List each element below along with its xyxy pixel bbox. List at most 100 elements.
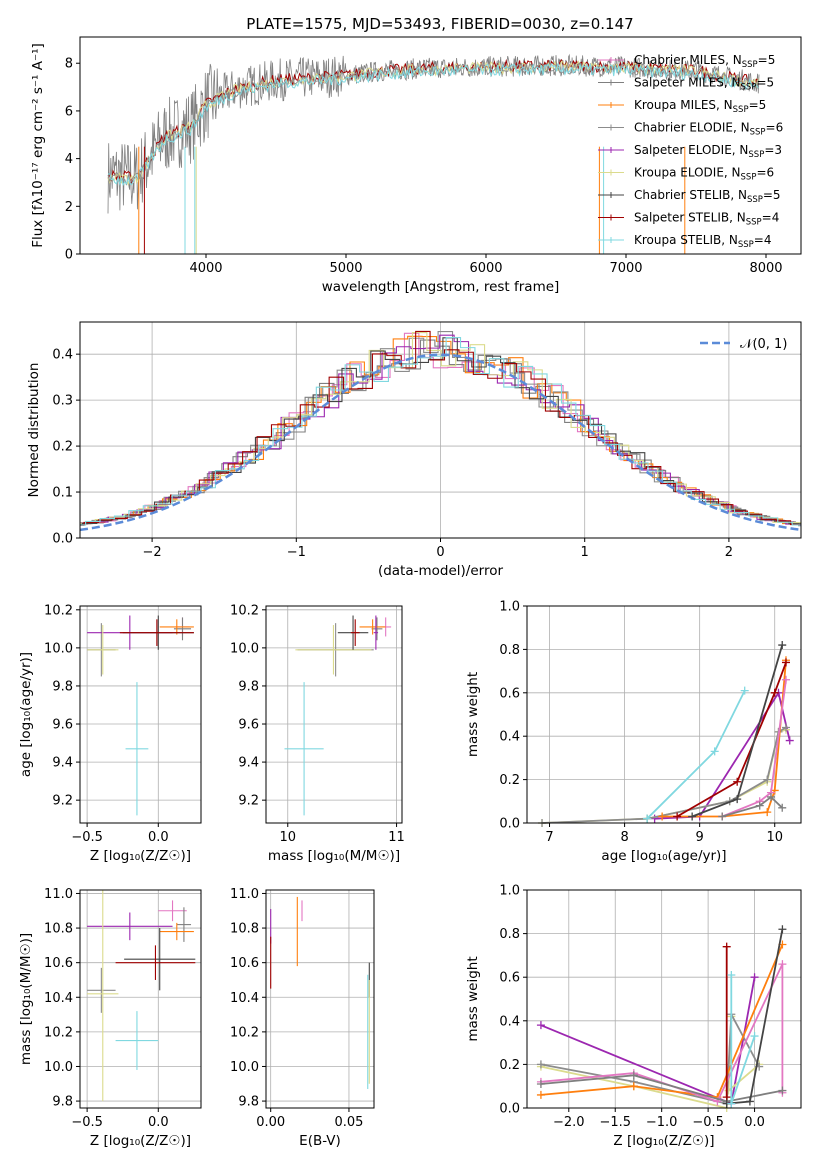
weight-point-marker	[781, 723, 790, 732]
legend-label-text: Salpeter STELIB, N	[634, 211, 746, 225]
mass-vs-z-panel: −0.5 0.0 9.8 10.0 10.2 10.4 10.6 10.8 11.0 Z [log…	[18, 887, 202, 1149]
weight-point-marker	[750, 973, 759, 982]
y-tick-label: 6	[65, 104, 73, 119]
legend-label-suffix: =5	[763, 188, 781, 202]
legend-label-text: Kroupa ELODIE, N	[634, 166, 741, 180]
axis-group	[266, 606, 402, 823]
y-tick-label: 2	[65, 200, 73, 215]
legend-label-suffix: =4	[754, 233, 772, 247]
x-tick-label: −1.0	[646, 1115, 678, 1130]
age-vs-z-panel: −0.5 0.0 9.2 9.4 9.6 9.8 10.0 10.2 Z [log₁₀(Z/Z☉…	[18, 603, 202, 864]
y-axis-label: mass weight	[465, 956, 481, 1041]
x-tick-label: 0	[436, 545, 444, 560]
legend-label-text: Kroupa MILES, N	[634, 98, 733, 112]
weight-point-marker	[763, 775, 772, 784]
weight-point-marker	[673, 812, 682, 821]
weight-point-marker	[643, 814, 652, 823]
weight-vs-z-panel: −2.0 −1.5 −1.0 −0.5 0.0 0.0 0.2 0.4 0.6 0.8 1.0 Z […	[465, 884, 802, 1149]
legend-label-suffix: =4	[762, 211, 780, 225]
weight-point-marker	[778, 641, 787, 650]
x-tick-label: 0.0	[148, 830, 169, 845]
weight-point-marker	[658, 812, 667, 821]
y-tick-label: 9.8	[238, 679, 259, 694]
legend-label: 𝒩(0, 1)	[740, 337, 787, 352]
x-tick-label: −1	[287, 545, 306, 560]
weight-point-marker	[781, 675, 790, 684]
y-tick-label: 9.2	[52, 794, 73, 809]
weight-series	[536, 925, 787, 1112]
weight-series	[538, 641, 794, 827]
y-tick-label: 9.8	[52, 1095, 73, 1110]
x-tick-label: 6000	[469, 261, 502, 276]
plot-frame	[526, 889, 802, 1109]
weight-point-marker	[733, 795, 742, 804]
y-tick-label: 10.8	[230, 922, 259, 937]
x-axis-label: age [log₁₀(age/yr)]	[601, 848, 726, 864]
weight-series-line	[721, 679, 787, 818]
y-tick-label: 0.0	[499, 817, 520, 832]
weight-point-marker	[536, 1021, 545, 1030]
residuals-panel: −2 −1 0 1 2 0.0 0.1 0.2 0.3 0.4 (data-model)/error…	[26, 321, 802, 579]
y-tick-label: 0	[65, 248, 73, 263]
legend-label-subscript: SSP	[733, 105, 749, 115]
x-tick-label: 0.00	[256, 1115, 285, 1130]
weight-point-marker	[629, 1082, 638, 1091]
x-axis-label: (data-model)/error	[378, 563, 504, 579]
weight-point-marker	[650, 814, 659, 823]
y-axis-label: Flux [fλ10⁻¹⁷ erg cm⁻² s⁻¹ A⁻¹]	[30, 43, 46, 248]
legend-label-suffix: =5	[749, 98, 767, 112]
legend-label-suffix: =5	[756, 76, 774, 90]
y-tick-label: 10.6	[44, 956, 73, 971]
legend-label-subscript: SSP	[747, 195, 763, 205]
y-tick-label: 1.0	[499, 884, 520, 899]
y-tick-label: 0.6	[499, 971, 520, 986]
figure-title: PLATE=1575, MJD=53493, FIBERID=0030, z=0…	[246, 15, 633, 33]
weight-series-line	[721, 795, 783, 818]
y-tick-label: 0.3	[52, 394, 73, 409]
errorbar-points	[270, 896, 370, 1089]
x-tick-label: 0.0	[744, 1115, 765, 1130]
plot-frame	[265, 605, 403, 824]
weight-point-marker	[733, 777, 742, 786]
x-tick-label: 2	[725, 545, 733, 560]
y-tick-label: 0.8	[499, 927, 520, 942]
x-tick-label: 7	[545, 830, 553, 845]
weight-point-marker	[778, 1086, 787, 1095]
x-tick-label: −0.5	[692, 1115, 724, 1130]
x-tick-label: 9	[696, 830, 704, 845]
legend-label-text: Chabrier MILES, N	[634, 53, 742, 67]
y-axis-label: Normed distribution	[26, 363, 42, 498]
legend-label: Chabrier MILES, NSSP=5	[634, 53, 775, 70]
y-tick-label: 0.8	[499, 643, 520, 658]
x-tick-label: 4000	[189, 261, 222, 276]
spectrum-panel: 4000 5000 6000 7000 8000 0 2 4 6 8 wavelength [Ang…	[30, 36, 802, 295]
weight-point-marker	[536, 1080, 545, 1089]
x-tick-label: 8	[620, 830, 628, 845]
x-tick-label: 1	[581, 545, 589, 560]
weight-point-marker	[629, 1071, 638, 1080]
x-tick-label: 11	[388, 830, 405, 845]
y-axis-label: mass [log₁₀(M/M☉)]	[18, 933, 34, 1065]
legend-label-text: Salpeter ELODIE, N	[634, 143, 748, 157]
weight-point-marker	[536, 1090, 545, 1099]
errorbar-points	[87, 890, 196, 1102]
x-tick-label: −0.5	[71, 1115, 103, 1130]
errorbar-points	[87, 615, 194, 816]
y-tick-label: 10.0	[44, 641, 73, 656]
weight-point-marker	[785, 736, 794, 745]
weight-point-marker	[770, 688, 779, 697]
y-tick-label: 4	[65, 152, 73, 167]
y-tick-label: 10.0	[230, 641, 259, 656]
y-tick-label: 10.2	[44, 603, 73, 618]
x-tick-label: −1.5	[599, 1115, 631, 1130]
y-tick-label: 0.2	[499, 773, 520, 788]
legend-label-text: Kroupa STELIB, N	[634, 233, 738, 247]
x-axis-label: E(B-V)	[299, 1133, 341, 1149]
y-tick-label: 9.8	[52, 679, 73, 694]
legend-label-subscript: SSP	[748, 150, 764, 160]
x-tick-label: 0.05	[334, 1115, 363, 1130]
y-tick-label: 9.6	[238, 718, 259, 733]
